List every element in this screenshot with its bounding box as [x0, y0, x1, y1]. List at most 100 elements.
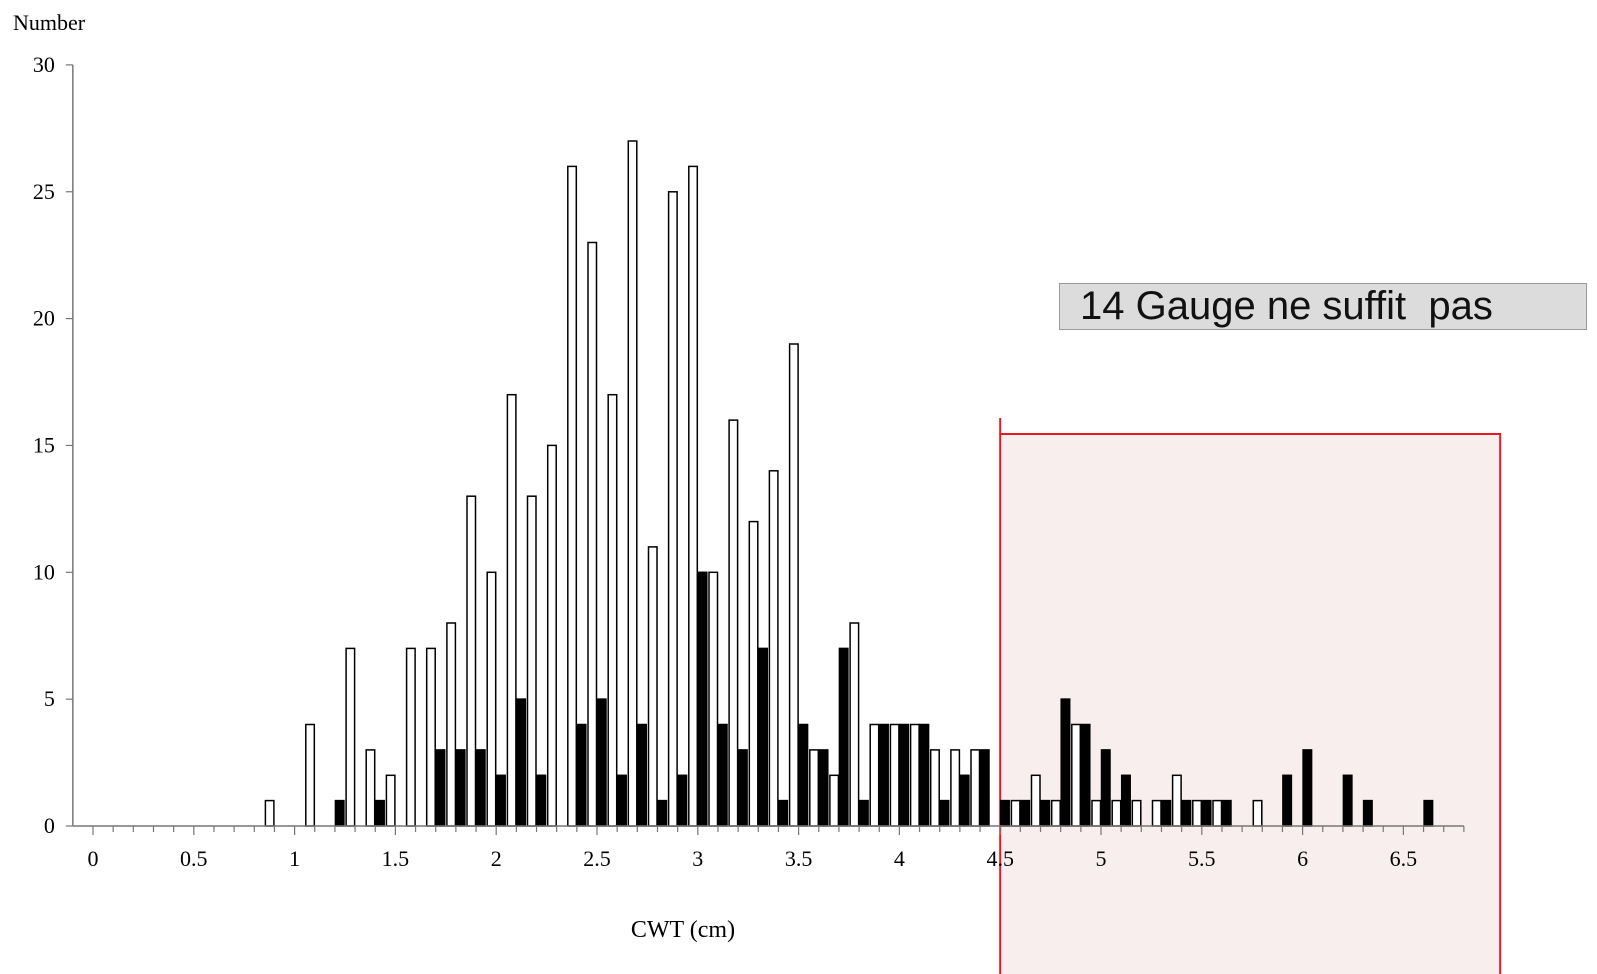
white-bar — [728, 419, 739, 827]
x-tick-label: 6 — [1297, 846, 1308, 871]
black-bar — [697, 571, 708, 827]
x-tick-label: 3 — [692, 846, 703, 871]
white-bar — [1212, 799, 1223, 827]
black-bar — [1201, 799, 1212, 827]
x-tick-label: 1 — [289, 846, 300, 871]
black-bar — [1423, 799, 1434, 827]
x-tick-label: 0 — [88, 846, 99, 871]
x-tick-label: 5.5 — [1188, 846, 1216, 871]
black-bar — [979, 749, 990, 827]
y-tick-label: 30 — [33, 52, 55, 77]
black-bar — [1221, 799, 1232, 827]
black-bar — [374, 799, 385, 827]
annotation-callout: 14 Gauge ne suffit pas — [1059, 283, 1587, 330]
black-bar — [959, 774, 970, 827]
black-bar — [475, 749, 486, 827]
white-bar — [264, 799, 275, 827]
black-bar — [1362, 799, 1373, 827]
white-bar — [385, 774, 396, 827]
white-bar — [305, 723, 316, 827]
white-bar — [708, 571, 719, 827]
x-tick-label: 3.5 — [785, 846, 813, 871]
black-bar — [737, 749, 748, 827]
black-bar — [1040, 799, 1051, 827]
black-bar — [1020, 799, 1031, 827]
black-bar — [838, 647, 849, 827]
black-bar — [1080, 723, 1091, 827]
white-bar — [607, 393, 618, 827]
white-bar — [909, 723, 920, 827]
x-tick-label: 2.5 — [583, 846, 611, 871]
white-bar — [849, 622, 860, 827]
white-bar — [365, 749, 376, 827]
y-tick-label: 25 — [33, 179, 55, 204]
black-bar — [455, 749, 466, 827]
black-bar — [334, 799, 345, 827]
y-tick-label: 0 — [44, 813, 55, 838]
black-bar — [919, 723, 930, 827]
white-bar — [889, 723, 900, 827]
white-bar — [446, 622, 457, 827]
white-bar — [688, 165, 699, 827]
black-bar — [637, 723, 648, 827]
black-bar — [495, 774, 506, 827]
x-tick-label: 6.5 — [1390, 846, 1418, 871]
white-bar — [405, 647, 416, 827]
black-bar-series — [334, 571, 1434, 827]
white-bar — [425, 647, 436, 827]
x-axis-label: CWT (cm) — [631, 917, 735, 943]
white-bar — [486, 571, 497, 827]
white-bar — [1111, 799, 1122, 827]
y-tick-label: 15 — [33, 432, 55, 457]
black-bar — [758, 647, 769, 827]
white-bar — [526, 495, 537, 827]
white-bar — [546, 444, 557, 827]
white-bar — [1050, 799, 1061, 827]
white-bar — [1151, 799, 1162, 827]
black-bar — [939, 799, 950, 827]
white-bar — [667, 191, 678, 827]
x-tick-label: 5 — [1096, 846, 1107, 871]
y-tick-label: 5 — [44, 686, 55, 711]
black-bar — [858, 799, 869, 827]
y-axis-label: Number — [13, 10, 86, 35]
x-tick-label: 1.5 — [382, 846, 410, 871]
white-bar — [929, 749, 940, 827]
black-bar — [435, 749, 446, 827]
x-tick-label: 2 — [491, 846, 502, 871]
black-bar — [1282, 774, 1293, 827]
white-bar — [587, 241, 598, 827]
white-bar — [647, 546, 658, 827]
white-bar — [950, 749, 961, 827]
black-bar — [1302, 749, 1313, 827]
white-bar — [1192, 799, 1203, 827]
white-bar — [1071, 723, 1082, 827]
y-tick-label: 20 — [33, 306, 55, 331]
x-tick-label: 0.5 — [180, 846, 208, 871]
black-bar — [596, 698, 607, 827]
white-bar — [1091, 799, 1102, 827]
x-tick-label: 4 — [894, 846, 905, 871]
white-bar — [466, 495, 477, 827]
black-bar — [1342, 774, 1353, 827]
white-bar — [1030, 774, 1041, 827]
black-bar — [1161, 799, 1172, 827]
black-bar — [899, 723, 910, 827]
black-bar — [576, 723, 587, 827]
black-bar — [778, 799, 789, 827]
black-bar — [1181, 799, 1192, 827]
white-bar — [627, 140, 638, 827]
black-bar — [717, 723, 728, 827]
white-bar — [748, 520, 759, 827]
white-bar — [829, 774, 840, 827]
x-tick-label: 4.5 — [986, 846, 1014, 871]
white-bar — [1010, 799, 1021, 827]
white-bar — [1171, 774, 1182, 827]
y-tick-label: 10 — [33, 559, 55, 584]
black-bar — [1120, 774, 1131, 827]
black-bar — [616, 774, 627, 827]
black-bar — [677, 774, 688, 827]
black-bar — [878, 723, 889, 827]
white-bar — [567, 165, 578, 827]
